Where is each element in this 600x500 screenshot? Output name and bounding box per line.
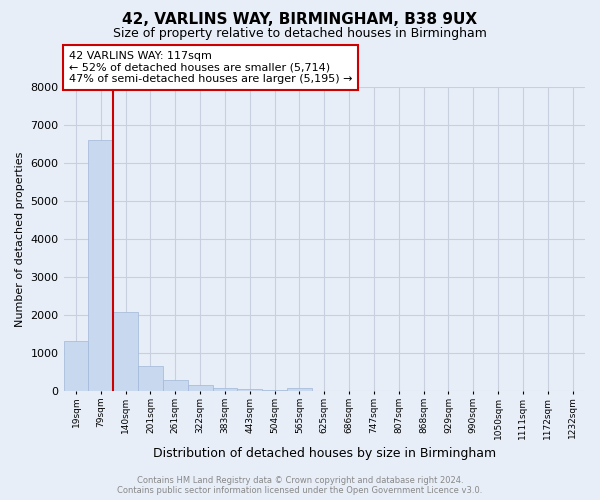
Text: 42, VARLINS WAY, BIRMINGHAM, B38 9UX: 42, VARLINS WAY, BIRMINGHAM, B38 9UX bbox=[122, 12, 478, 28]
Text: Contains HM Land Registry data © Crown copyright and database right 2024.
Contai: Contains HM Land Registry data © Crown c… bbox=[118, 476, 482, 495]
Bar bbox=[113, 312, 138, 391]
Bar bbox=[212, 388, 238, 391]
Bar bbox=[262, 390, 287, 391]
Text: 42 VARLINS WAY: 117sqm
← 52% of detached houses are smaller (5,714)
47% of semi-: 42 VARLINS WAY: 117sqm ← 52% of detached… bbox=[69, 51, 352, 84]
Bar bbox=[88, 140, 113, 391]
Bar bbox=[287, 388, 312, 391]
Bar bbox=[238, 389, 262, 391]
Y-axis label: Number of detached properties: Number of detached properties bbox=[15, 152, 25, 326]
Bar bbox=[163, 380, 188, 391]
Bar bbox=[188, 386, 212, 391]
X-axis label: Distribution of detached houses by size in Birmingham: Distribution of detached houses by size … bbox=[153, 447, 496, 460]
Bar bbox=[64, 341, 88, 391]
Text: Size of property relative to detached houses in Birmingham: Size of property relative to detached ho… bbox=[113, 28, 487, 40]
Bar bbox=[138, 366, 163, 391]
